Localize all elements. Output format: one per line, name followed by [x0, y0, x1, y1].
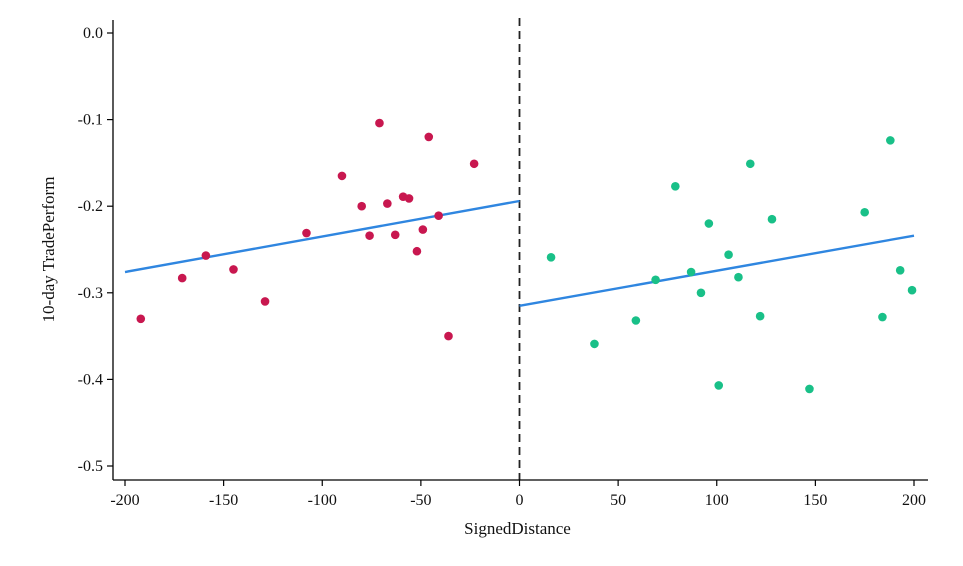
x-tick-label: -100 [308, 492, 337, 509]
x-tick-label: -150 [209, 492, 238, 509]
y-tick-label: -0.5 [78, 458, 103, 475]
data-point [365, 231, 374, 240]
data-point [404, 194, 414, 203]
data-point [590, 339, 599, 349]
data-point [907, 285, 917, 295]
data-point [631, 316, 641, 325]
data-point [886, 136, 895, 145]
data-point [686, 267, 696, 277]
data-point [444, 331, 453, 341]
data-point [860, 207, 869, 217]
series-positive-distance [519, 136, 917, 394]
data-point [260, 297, 270, 306]
data-point [418, 225, 428, 234]
data-point [714, 381, 724, 390]
y-axis-title: 10-day TradePerform [39, 177, 58, 323]
y-tick-label: 0.0 [83, 25, 103, 42]
y-tick-label: -0.3 [78, 285, 103, 302]
fit-line [519, 234, 915, 307]
x-tick-label: 100 [705, 492, 729, 509]
data-point [424, 132, 434, 142]
data-point [878, 312, 887, 322]
data-point [136, 314, 146, 324]
x-tick-label: 150 [803, 492, 827, 509]
x-tick-label: -200 [110, 492, 139, 509]
x-tick-label: 200 [902, 492, 926, 509]
data-point [546, 252, 556, 262]
data-point [177, 273, 187, 283]
x-tick-label: -50 [410, 492, 431, 509]
y-axis: 0.0 -0.1 -0.2 -0.3 -0.4 -0.5 [78, 20, 114, 480]
data-point [651, 275, 660, 285]
data-point [302, 228, 311, 238]
data-point [375, 118, 384, 128]
data-point [337, 171, 347, 181]
data-point [412, 246, 422, 256]
data-point [734, 272, 743, 282]
data-point [671, 181, 680, 191]
x-axis-title: SignedDistance [464, 519, 571, 538]
data-point [724, 250, 733, 259]
data-point [469, 159, 479, 169]
data-point [434, 211, 443, 221]
data-point [704, 219, 714, 228]
y-tick-label: -0.1 [78, 112, 103, 129]
data-point [805, 384, 814, 394]
data-point [357, 201, 367, 211]
x-tick-label: 0 [516, 492, 524, 509]
data-point [383, 199, 392, 208]
data-point [745, 159, 755, 169]
data-point [767, 214, 777, 224]
y-tick-label: -0.4 [78, 371, 103, 388]
y-tick-label: -0.2 [78, 198, 103, 215]
data-point [895, 265, 905, 275]
fit-line [124, 199, 520, 274]
x-axis: -200 -150 -100 -50 0 50 100 150 200 [110, 479, 928, 509]
data-point [229, 265, 238, 274]
plot-area [124, 18, 917, 480]
data-point [201, 251, 211, 260]
series-negative-distance [124, 118, 520, 341]
x-tick-label: 50 [610, 492, 626, 509]
data-point [390, 230, 400, 240]
data-point [696, 288, 706, 298]
data-point [755, 311, 765, 321]
